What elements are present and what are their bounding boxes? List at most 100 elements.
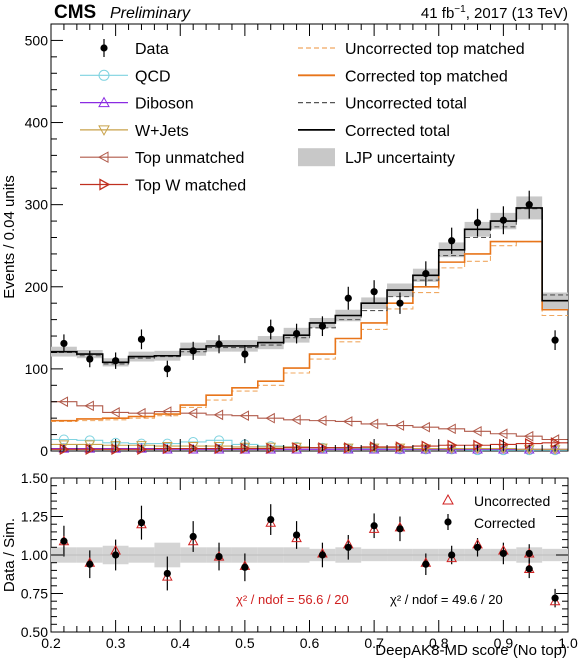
legend-label-corr-total: Corrected total (345, 123, 450, 140)
ratio-point-corrected (137, 519, 146, 527)
marker-wjets (187, 441, 199, 452)
preliminary-label: Preliminary (110, 5, 191, 22)
ratio-point-corrected (292, 531, 301, 539)
ratio-y-ticks: 0.50 0.75 1.00 1.25 1.50 (21, 470, 568, 640)
x-tick-label: 1.0 (558, 635, 578, 651)
x-tick-label: 0.7 (364, 635, 384, 651)
data-point (86, 355, 94, 363)
main-y-ticks: 0 100 200 300 400 500 (25, 32, 63, 459)
marker-top-unmatched (291, 414, 301, 426)
main-series (51, 207, 568, 456)
ratio-point-corrected (473, 543, 482, 551)
legend-swatch-wjets (98, 125, 110, 136)
data-point (318, 322, 327, 330)
legend-label-top-w-matched: Top W matched (135, 178, 246, 195)
series-corr-top-matched (51, 240, 568, 422)
main-y-axis-label: Events / 0.04 units (1, 175, 18, 298)
x-tick-label: 0.4 (171, 635, 191, 651)
marker-top-unmatched (446, 423, 456, 435)
ratio-point-corrected (163, 569, 171, 578)
marker-wjets (213, 441, 225, 452)
marker-top-unmatched (316, 415, 327, 426)
ratio-point-corrected (422, 560, 430, 568)
legend-label-data: Data (135, 41, 169, 58)
ratio-point-corrected (318, 551, 327, 559)
legend-label-qcd: QCD (135, 68, 171, 85)
legend-label-ljp-unc: LJP uncertainty (345, 150, 455, 167)
legend-label-diboson: Diboson (135, 96, 194, 113)
ratio-point-corrected (525, 565, 533, 573)
cms-label: CMS (54, 2, 96, 23)
main-x-ticks (50, 24, 569, 451)
marker-top-unmatched (342, 416, 353, 427)
data-point (137, 335, 146, 343)
marker-top-unmatched (239, 410, 249, 422)
marker-top-unmatched (265, 412, 275, 424)
legend-label-uncorr-total: Uncorrected total (345, 96, 467, 113)
data-point (163, 365, 171, 373)
y-tick-label: 0 (40, 443, 48, 459)
legend-swatch-top-w-matched (99, 178, 111, 191)
marker-top-unmatched (84, 400, 94, 412)
data-points (60, 190, 559, 378)
lumi-label: 41 fb−1, 2017 (13 TeV) (421, 4, 568, 22)
ratio-point-corrected (60, 537, 68, 545)
marker-top-unmatched (58, 396, 69, 408)
data-point (241, 350, 249, 358)
legend-swatch-diboson (98, 96, 110, 108)
marker-top-unmatched (368, 418, 379, 430)
series-top-unmatched (51, 401, 568, 441)
marker-top-unmatched (471, 425, 482, 437)
ratio-y-tick-label: 1.50 (21, 470, 48, 486)
x-tick-label: 0.5 (235, 635, 255, 651)
data-point (499, 216, 507, 224)
data-point (551, 336, 559, 344)
ratio-y-tick-label: 0.75 (21, 586, 48, 602)
marker-top-unmatched (187, 407, 198, 419)
ratio-y-tick-label: 0.50 (21, 624, 48, 640)
ratio-point-corrected (189, 532, 197, 541)
ratio-point-corrected (112, 551, 120, 559)
marker-top-unmatched (213, 409, 224, 421)
chi2-uncorrected: χ² / ndof = 56.6 / 20 (236, 592, 349, 607)
chi2-corrected: χ² / ndof = 49.6 / 20 (390, 592, 503, 607)
ratio-points (58, 504, 561, 608)
ratio-point-corrected (215, 552, 223, 561)
ratio-legend-swatch-uncorrected (442, 493, 454, 505)
data-point (60, 339, 68, 348)
data-point (292, 329, 301, 338)
ratio-legend-label-corrected: Corrected (474, 515, 535, 531)
ratio-legend-swatch-corrected (444, 518, 452, 526)
legend-swatch-top-unmatched (97, 151, 109, 164)
data-point (473, 219, 482, 227)
data-point (344, 294, 352, 302)
data-point (448, 237, 456, 245)
ratio-x-ticks: 0.2 0.3 0.4 0.5 0.6 0.7 0.8 0.9 1.0 (41, 478, 578, 651)
legend-label-top-unmatched: Top unmatched (135, 150, 244, 167)
marker-wjets (420, 444, 432, 455)
ratio-point-corrected (525, 549, 533, 558)
legend-label-uncorr-top-matched: Uncorrected top matched (345, 41, 525, 58)
ratio-plot: 0.500.751.001.251.50 0.2 0.3 0.4 0.5 0.6 0.7 0… (1, 470, 578, 659)
marker-top-unmatched (394, 420, 405, 431)
data-point (525, 201, 533, 209)
x-tick-label: 0.3 (106, 635, 126, 651)
main-legend: Data QCD Diboson W+Jets Top unmatched Top W m… (80, 39, 525, 195)
data-point (370, 288, 378, 296)
marker-top-unmatched (497, 428, 508, 440)
ratio-point-corrected (86, 560, 94, 568)
ratio-y-tick-label: 1.00 (21, 547, 48, 563)
legend-label-corr-top-matched: Corrected top matched (345, 68, 508, 85)
marker-top-unmatched (135, 407, 146, 419)
x-axis-label: DeepAK8-MD score (No top) (375, 642, 567, 659)
marker-top-unmatched (110, 407, 120, 418)
data-point (422, 270, 430, 278)
x-tick-label: 0.8 (429, 635, 449, 651)
y-tick-label: 100 (25, 361, 49, 377)
ratio-y-axis-label: Data / Sim. (1, 518, 18, 592)
ratio-point-corrected (241, 563, 249, 571)
ratio-point-corrected (267, 515, 275, 524)
ratio-point-corrected (448, 551, 456, 559)
marker-top-unmatched (523, 430, 534, 442)
